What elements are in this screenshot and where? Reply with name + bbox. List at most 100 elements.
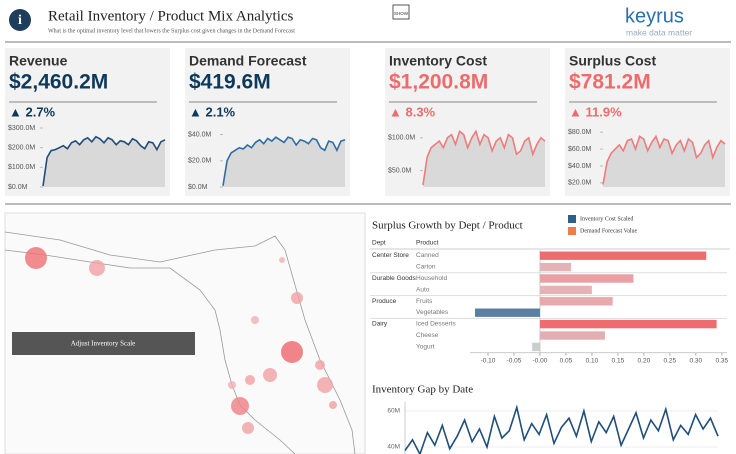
map: Adjust Inventory Scale: [4, 212, 366, 454]
y-tick-label: $200.0M: [8, 145, 35, 152]
info-icon[interactable]: [9, 9, 31, 31]
dept-label: Dairy: [372, 321, 388, 328]
bar: [539, 297, 613, 306]
map-point[interactable]: [263, 368, 277, 382]
map-point[interactable]: [245, 375, 255, 385]
info-glyph: i: [18, 13, 22, 28]
y-tick-label: $50.0M: [388, 167, 412, 174]
x-tick-label: -0.10: [481, 357, 496, 364]
y-tick-label: $60.0M: [568, 146, 592, 153]
kpi-value: $419.6M: [189, 71, 271, 94]
legend-swatch: [568, 227, 576, 235]
kpi-title: Demand Forecast: [189, 53, 307, 69]
divider: [5, 203, 731, 205]
dept-label: Center Store: [372, 252, 409, 259]
kpi-change: ▲ 11.9%: [569, 104, 622, 119]
kpi-title: Surplus Cost: [569, 53, 656, 69]
x-tick-label: 0.15: [612, 357, 625, 364]
area: [223, 137, 345, 187]
line: [602, 134, 726, 185]
kpi-value: $2,460.2M: [9, 71, 108, 94]
show-button[interactable]: [392, 4, 410, 20]
column-header: Product: [416, 240, 439, 247]
adjust-button-label: Adjust Inventory Scale: [71, 340, 136, 348]
line: [422, 129, 546, 186]
x-tick-label: -0.05: [507, 357, 522, 364]
y-tick-label: $40.0M: [188, 131, 212, 138]
map-point[interactable]: [281, 341, 303, 363]
x-tick-label: 0.30: [689, 357, 702, 364]
y-tick-label: 60M: [387, 408, 400, 415]
kpi-change: ▲ 2.7%: [9, 104, 56, 119]
column-header: Dept: [372, 240, 386, 247]
bar: [532, 342, 540, 352]
map-point[interactable]: [317, 377, 333, 393]
y-tick-label: $20.0M: [568, 180, 592, 187]
bar: [539, 331, 605, 340]
kpi-title: Inventory Cost: [389, 53, 487, 69]
product-label: Auto: [416, 286, 430, 293]
tagline: make data matter: [626, 27, 692, 37]
map-point[interactable]: [25, 247, 47, 269]
y-tick-label: $40.0M: [568, 163, 592, 170]
product-label: Cheese: [416, 332, 439, 339]
y-tick-label: $0.0M: [8, 184, 28, 191]
map-point[interactable]: [228, 381, 236, 389]
bar: [539, 262, 572, 272]
bar: [539, 285, 592, 295]
y-tick-label: $0.0M: [188, 184, 208, 191]
bar: [475, 308, 540, 317]
kpi-change: ▲ 2.1%: [189, 104, 236, 119]
y-tick-label: $300.0M: [8, 125, 35, 132]
map-point[interactable]: [251, 316, 259, 324]
divider: [5, 41, 731, 43]
legend-label: Inventory Cost Scaled: [580, 216, 633, 222]
y-tick-label: $80.0M: [568, 129, 592, 136]
map-point[interactable]: [231, 397, 249, 415]
product-label: Vegetables: [416, 309, 449, 316]
product-label: Yogurt: [416, 343, 435, 350]
map-point[interactable]: [315, 360, 325, 370]
area: [603, 136, 725, 187]
bar: [539, 251, 707, 260]
bar: [539, 274, 634, 283]
line: [42, 135, 166, 187]
kpi-value: $1,200.8M: [389, 71, 488, 94]
y-tick-label: $20.0M: [188, 158, 212, 165]
line: [404, 404, 719, 454]
map-point[interactable]: [279, 257, 285, 263]
line: [222, 136, 346, 186]
dept-label: Durable Goods: [372, 275, 416, 282]
kpi-change: ▲ 8.3%: [389, 104, 436, 119]
area: [43, 136, 165, 187]
product-label: Carton: [416, 264, 436, 271]
title: Retail Inventory / Product Mix Analytics: [48, 8, 294, 24]
product-label: Fruits: [416, 298, 433, 305]
logo: keyrus: [625, 5, 684, 27]
bar: [539, 319, 717, 329]
chart-title: Surplus Growth by Dept / Product: [372, 220, 523, 232]
map-point[interactable]: [89, 260, 105, 276]
x-tick-label: 0.20: [638, 357, 651, 364]
y-tick-label: 40M: [387, 444, 400, 451]
map-point[interactable]: [242, 422, 254, 434]
legend-label: Demand Forecast Value: [580, 228, 638, 234]
dept-label: Produce: [372, 298, 397, 305]
y-tick-label: $100.0M: [388, 135, 415, 142]
product-label: Household: [416, 275, 447, 282]
map-point[interactable]: [329, 401, 337, 409]
kpi-value: $781.2M: [569, 71, 651, 94]
legend-swatch: [568, 215, 576, 223]
map-point[interactable]: [291, 292, 303, 304]
adjust-button[interactable]: [12, 332, 195, 355]
chart-title: Inventory Gap by Date: [372, 384, 473, 396]
y-tick-label: $100.0M: [8, 164, 35, 171]
product-label: Iced Desserts: [416, 321, 456, 328]
area: [423, 131, 545, 187]
show-label: SHOW: [394, 11, 409, 16]
kpi-title: Revenue: [9, 53, 68, 69]
subtitle: What is the optimal inventory level that…: [48, 28, 295, 34]
x-tick-label: 0.05: [560, 357, 573, 364]
x-tick-label: 0.35: [715, 357, 728, 364]
